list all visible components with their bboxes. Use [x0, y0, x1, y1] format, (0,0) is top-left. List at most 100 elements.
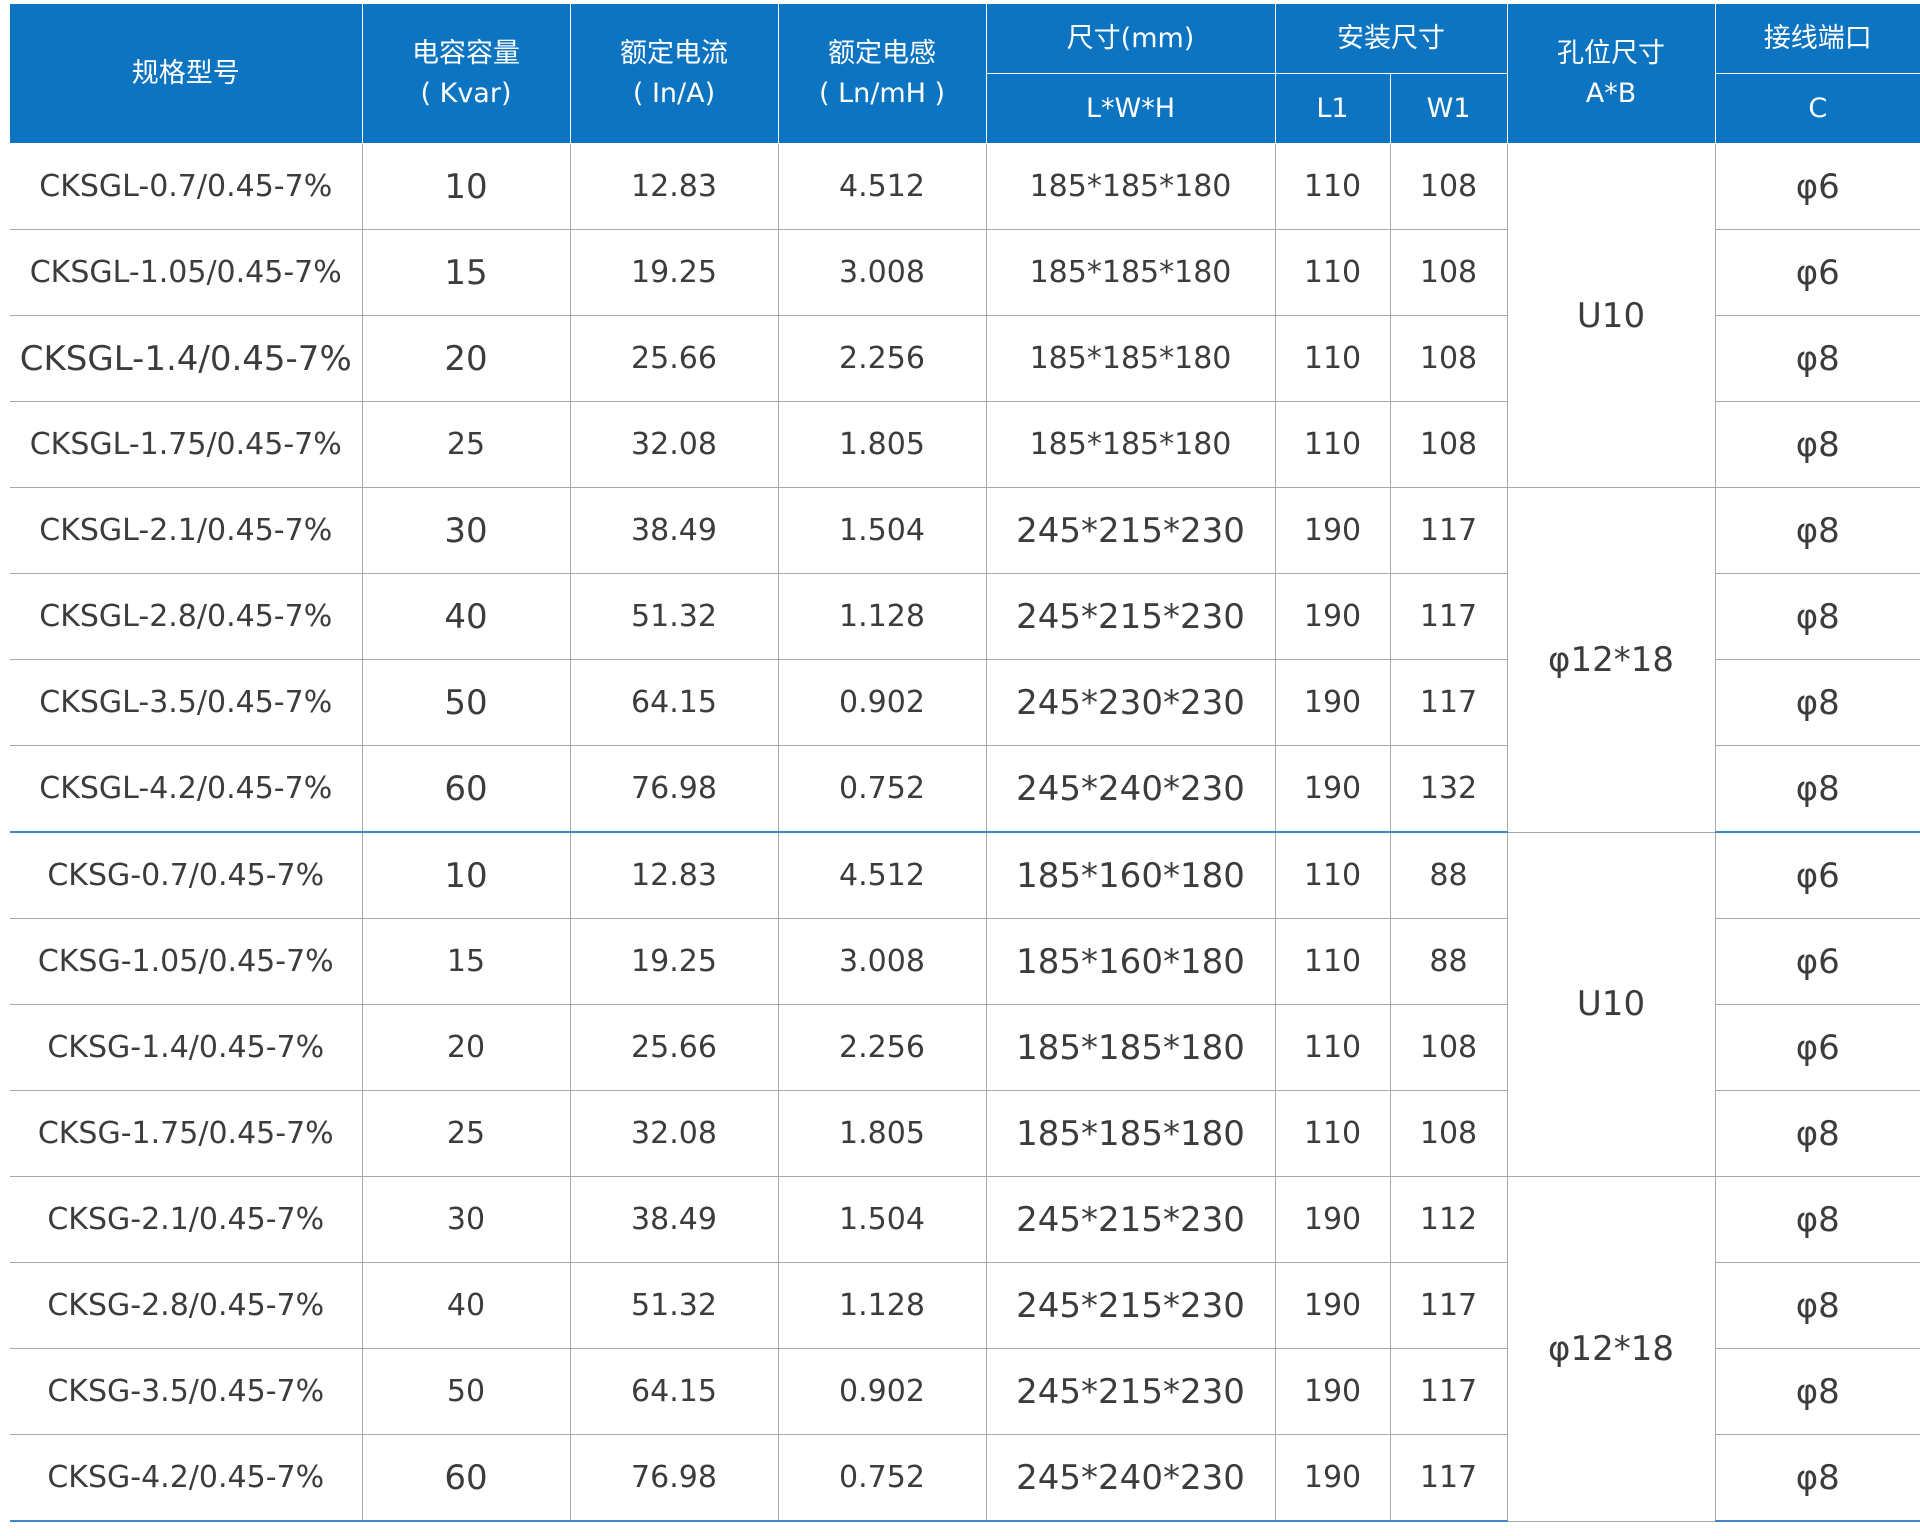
cell-inductance: 0.752 [778, 1434, 987, 1522]
cell-terminal: φ8 [1715, 1434, 1920, 1522]
cell-w1: 117 [1390, 573, 1508, 660]
cell-l1: 110 [1275, 832, 1391, 919]
cell-terminal: φ6 [1715, 832, 1920, 919]
cell-l1: 110 [1275, 1090, 1391, 1177]
table-row: CKSG-4.2/0.45-7% 60 76.98 0.752 245*240*230 1… [10, 1434, 1920, 1522]
cell-w1: 108 [1390, 143, 1508, 230]
header-inductance: 额定电感( Ln/mH ) [778, 4, 987, 144]
cell-model: CKSG-1.05/0.45-7% [10, 918, 363, 1005]
table-row: CKSGL-1.75/0.45-7% 25 32.08 1.805 185*185*18… [10, 401, 1920, 488]
cell-w1: 108 [1390, 401, 1508, 488]
cell-model: CKSGL-1.05/0.45-7% [10, 229, 363, 316]
cell-current: 51.32 [570, 1262, 779, 1349]
cell-size: 185*185*180 [986, 315, 1276, 402]
cell-model: CKSG-2.1/0.45-7% [10, 1176, 363, 1263]
cell-capacity: 10 [362, 143, 571, 230]
cell-l1: 110 [1275, 918, 1391, 1005]
cell-hole-merged: φ12*18 [1507, 487, 1716, 833]
cell-l1: 190 [1275, 1262, 1391, 1349]
cell-w1: 88 [1390, 832, 1508, 919]
cell-size: 245*215*230 [986, 1176, 1276, 1263]
cell-model: CKSGL-2.8/0.45-7% [10, 573, 363, 660]
cell-l1: 190 [1275, 745, 1391, 833]
header-capacity: 电容容量( Kvar) [362, 4, 571, 144]
table-row: CKSG-2.1/0.45-7% 30 38.49 1.504 245*215*230 1… [10, 1176, 1920, 1522]
cell-inductance: 3.008 [778, 229, 987, 316]
cell-terminal: φ8 [1715, 1348, 1920, 1435]
cell-inductance: 1.128 [778, 1262, 987, 1349]
cell-w1: 117 [1390, 1434, 1508, 1522]
cell-l1: 110 [1275, 143, 1391, 230]
cell-l1: 190 [1275, 1348, 1391, 1435]
table-row: CKSGL-0.7/0.45-7% 10 12.83 4.512 185*185*180… [10, 143, 1920, 488]
cell-current: 19.25 [570, 918, 779, 1005]
cell-model: CKSGL-0.7/0.45-7% [10, 143, 363, 230]
cell-w1: 117 [1390, 1262, 1508, 1349]
header-row-2: L*W*H L1 W1 C [10, 73, 1920, 144]
cell-w1: 108 [1390, 1090, 1508, 1177]
cell-size: 185*185*180 [986, 1004, 1276, 1091]
cell-terminal: φ8 [1715, 1090, 1920, 1177]
cell-model: CKSGL-4.2/0.45-7% [10, 745, 363, 833]
cell-capacity: 20 [362, 1004, 571, 1091]
cell-capacity: 50 [362, 659, 571, 746]
cell-model: CKSG-4.2/0.45-7% [10, 1434, 363, 1522]
cell-terminal: φ8 [1715, 745, 1920, 833]
cell-l1: 190 [1275, 1434, 1391, 1522]
cell-capacity: 40 [362, 573, 571, 660]
cell-terminal: φ8 [1715, 1176, 1920, 1263]
cell-l1: 110 [1275, 315, 1391, 402]
cell-capacity: 30 [362, 1176, 571, 1263]
cell-current: 32.08 [570, 401, 779, 488]
table-row: CKSGL-1.05/0.45-7% 15 19.25 3.008 185*185*18… [10, 229, 1920, 316]
cell-current: 64.15 [570, 1348, 779, 1435]
cell-terminal: φ6 [1715, 1004, 1920, 1091]
cell-inductance: 0.902 [778, 1348, 987, 1435]
cell-model: CKSGL-2.1/0.45-7% [10, 487, 363, 574]
cell-l1: 110 [1275, 1004, 1391, 1091]
cell-w1: 108 [1390, 229, 1508, 316]
cell-inductance: 2.256 [778, 315, 987, 402]
cell-current: 19.25 [570, 229, 779, 316]
cell-w1: 117 [1390, 1348, 1508, 1435]
cell-inductance: 4.512 [778, 832, 987, 919]
cell-inductance: 1.128 [778, 573, 987, 660]
cell-inductance: 1.805 [778, 1090, 987, 1177]
cell-w1: 88 [1390, 918, 1508, 1005]
cell-terminal: φ6 [1715, 918, 1920, 1005]
cell-w1: 108 [1390, 315, 1508, 402]
cell-size: 245*240*230 [986, 745, 1276, 833]
table-row: CKSG-3.5/0.45-7% 50 64.15 0.902 245*215*230 1… [10, 1348, 1920, 1435]
cell-inductance: 4.512 [778, 143, 987, 230]
cell-l1: 110 [1275, 229, 1391, 316]
cell-model: CKSGL-3.5/0.45-7% [10, 659, 363, 746]
spec-table-body: CKSGL-0.7/0.45-7% 10 12.83 4.512 185*185*180… [10, 143, 1920, 1522]
cell-terminal: φ8 [1715, 315, 1920, 402]
cell-capacity: 50 [362, 1348, 571, 1435]
header-terminal: 接线端口 [1715, 4, 1920, 74]
cell-current: 32.08 [570, 1090, 779, 1177]
cell-terminal: φ8 [1715, 401, 1920, 488]
header-size-sub: L*W*H [986, 73, 1276, 144]
cell-terminal: φ8 [1715, 487, 1920, 574]
cell-capacity: 40 [362, 1262, 571, 1349]
cell-l1: 110 [1275, 401, 1391, 488]
cell-model: CKSGL-1.75/0.45-7% [10, 401, 363, 488]
cell-model: CKSG-3.5/0.45-7% [10, 1348, 363, 1435]
cell-capacity: 30 [362, 487, 571, 574]
cell-size: 245*215*230 [986, 1348, 1276, 1435]
cell-capacity: 60 [362, 745, 571, 833]
cell-inductance: 0.902 [778, 659, 987, 746]
cell-model: CKSG-0.7/0.45-7% [10, 832, 363, 919]
cell-current: 12.83 [570, 832, 779, 919]
cell-w1: 112 [1390, 1176, 1508, 1263]
cell-inductance: 2.256 [778, 1004, 987, 1091]
cell-size: 245*240*230 [986, 1434, 1276, 1522]
cell-size: 185*185*180 [986, 229, 1276, 316]
cell-size: 245*215*230 [986, 573, 1276, 660]
cell-l1: 190 [1275, 1176, 1391, 1263]
header-model: 规格型号 [10, 4, 363, 144]
cell-size: 245*230*230 [986, 659, 1276, 746]
cell-inductance: 3.008 [778, 918, 987, 1005]
cell-hole-merged: U10 [1507, 143, 1716, 488]
